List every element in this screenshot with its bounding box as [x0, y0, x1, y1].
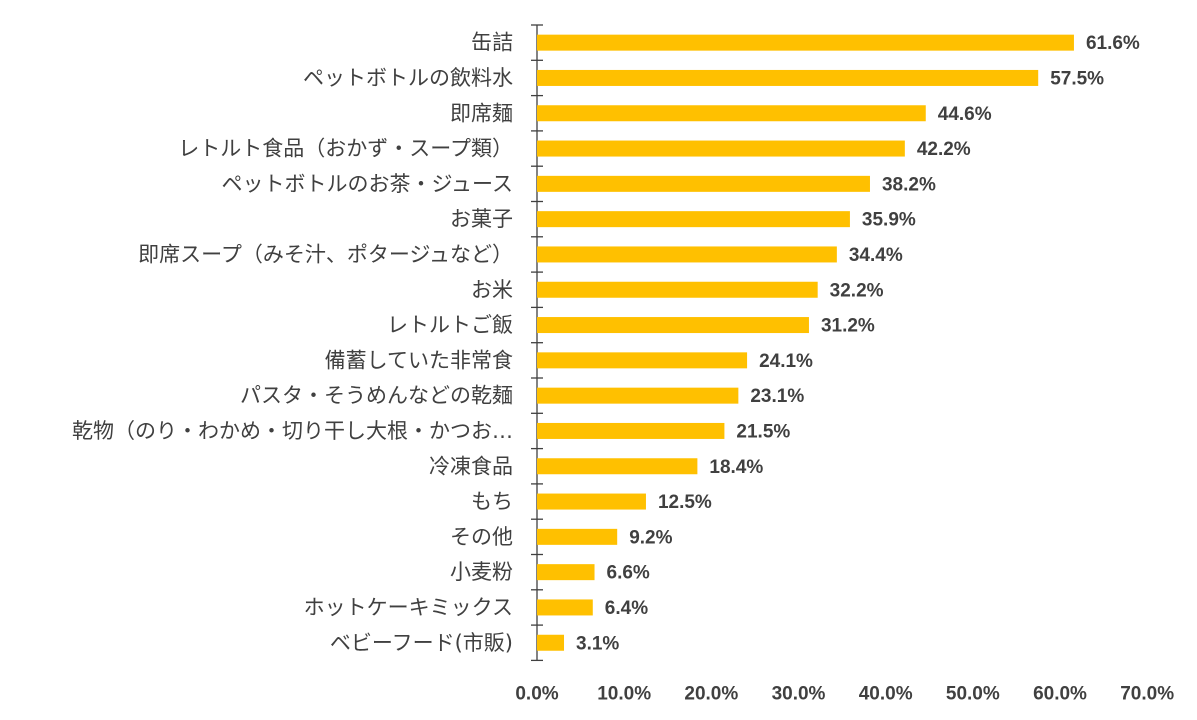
bar-8	[537, 281, 818, 298]
bar-4	[537, 140, 905, 157]
category-label: 冷凍食品	[429, 454, 513, 478]
bar-3	[537, 105, 926, 122]
x-axis-tick-label: 70.0%	[1120, 684, 1174, 705]
bar-10	[537, 352, 748, 369]
x-axis-ticks-group: 0.0% 10.0% 20.0% 30.0% 40.0% 50.0% 60.0% 70.0%	[515, 24, 1174, 705]
value-label: 6.4%	[605, 598, 648, 619]
category-label: レトルトご飯	[387, 313, 513, 337]
bar-17	[537, 599, 593, 616]
x-axis-tick-label: 0.0%	[515, 684, 558, 705]
value-label: 57.5%	[1050, 68, 1104, 89]
x-axis-tick-label: 50.0%	[946, 684, 1000, 705]
value-label: 32.2%	[830, 280, 884, 301]
x-axis-tick-label: 10.0%	[597, 684, 651, 705]
bar-5	[537, 175, 870, 192]
category-label: パスタ・そうめんなどの乾麺	[240, 384, 513, 408]
bar-11	[537, 387, 739, 404]
category-label: レトルト食品（おかず・スープ類）	[178, 137, 513, 161]
value-label: 34.4%	[849, 245, 903, 266]
bar-2	[537, 69, 1039, 86]
bar-1	[537, 34, 1074, 51]
value-label: 31.2%	[821, 316, 875, 337]
bar-15	[537, 528, 618, 545]
category-label: お菓子	[450, 207, 513, 231]
x-axis-tick-label: 60.0%	[1033, 684, 1087, 705]
value-label: 42.2%	[917, 139, 971, 160]
value-label: 38.2%	[882, 174, 936, 195]
category-label: その他	[450, 525, 513, 549]
bar-12	[537, 422, 725, 439]
value-label: 6.6%	[607, 563, 650, 584]
category-label: もち	[471, 490, 513, 514]
category-label: 即席麺	[450, 101, 513, 125]
category-label: ベビーフード(市販)	[330, 631, 513, 655]
x-axis-tick-label: 40.0%	[859, 684, 913, 705]
value-label: 61.6%	[1086, 33, 1140, 54]
x-axis-tick-label: 30.0%	[772, 684, 826, 705]
value-label: 18.4%	[709, 457, 763, 478]
category-label: ホットケーキミックス	[304, 595, 513, 619]
bar-13	[537, 458, 698, 475]
bar-16	[537, 564, 595, 581]
bars-group	[537, 34, 1074, 651]
value-label: 12.5%	[658, 492, 712, 513]
bar-18	[537, 634, 565, 651]
category-label: 缶詰	[471, 31, 513, 55]
category-label: 乾物（のり・わかめ・切り干し大根・かつお…	[72, 419, 513, 443]
bar-9	[537, 317, 809, 334]
x-axis-tick-label: 20.0%	[684, 684, 738, 705]
value-label: 21.5%	[736, 421, 790, 442]
category-label: ペットボトルのお茶・ジュース	[222, 172, 513, 196]
category-label: 小麦粉	[450, 560, 513, 584]
value-label: 9.2%	[629, 527, 672, 548]
value-label: 24.1%	[759, 351, 813, 372]
value-label: 44.6%	[938, 104, 992, 125]
value-label: 3.1%	[576, 633, 619, 654]
value-label: 23.1%	[750, 386, 804, 407]
value-labels-group: 61.6% 57.5% 44.6% 42.2% 38.2% 35.9% 34.4% 32.2%…	[576, 33, 1140, 654]
value-label: 35.9%	[862, 210, 916, 231]
bar-14	[537, 493, 646, 510]
category-label: ペットボトルの飲料水	[303, 66, 513, 90]
category-label: 備蓄していた非常食	[325, 348, 513, 372]
bar-6	[537, 211, 850, 228]
category-label: お米	[471, 278, 513, 302]
bar-7	[537, 246, 837, 263]
category-label: 即席スープ（みそ汁、ポタージュなど）	[138, 242, 513, 266]
